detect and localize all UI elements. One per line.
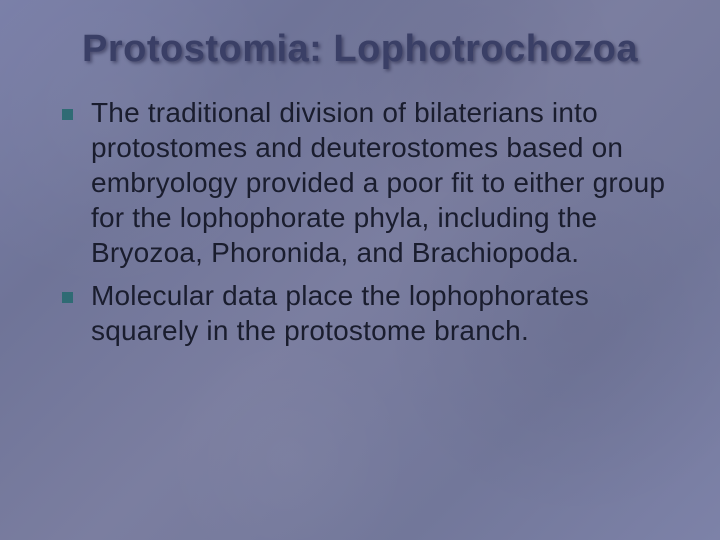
square-bullet-icon	[62, 109, 73, 120]
slide-body: The traditional division of bilaterians …	[44, 95, 676, 348]
bullet-item: Molecular data place the lophophorates s…	[62, 278, 666, 348]
bullet-text: The traditional division of bilaterians …	[91, 95, 666, 270]
bullet-text: Molecular data place the lophophorates s…	[91, 278, 666, 348]
bullet-item: The traditional division of bilaterians …	[62, 95, 666, 270]
square-bullet-icon	[62, 292, 73, 303]
slide: Protostomia: Lophotrochozoa The traditio…	[0, 0, 720, 540]
slide-title: Protostomia: Lophotrochozoa	[44, 28, 676, 71]
